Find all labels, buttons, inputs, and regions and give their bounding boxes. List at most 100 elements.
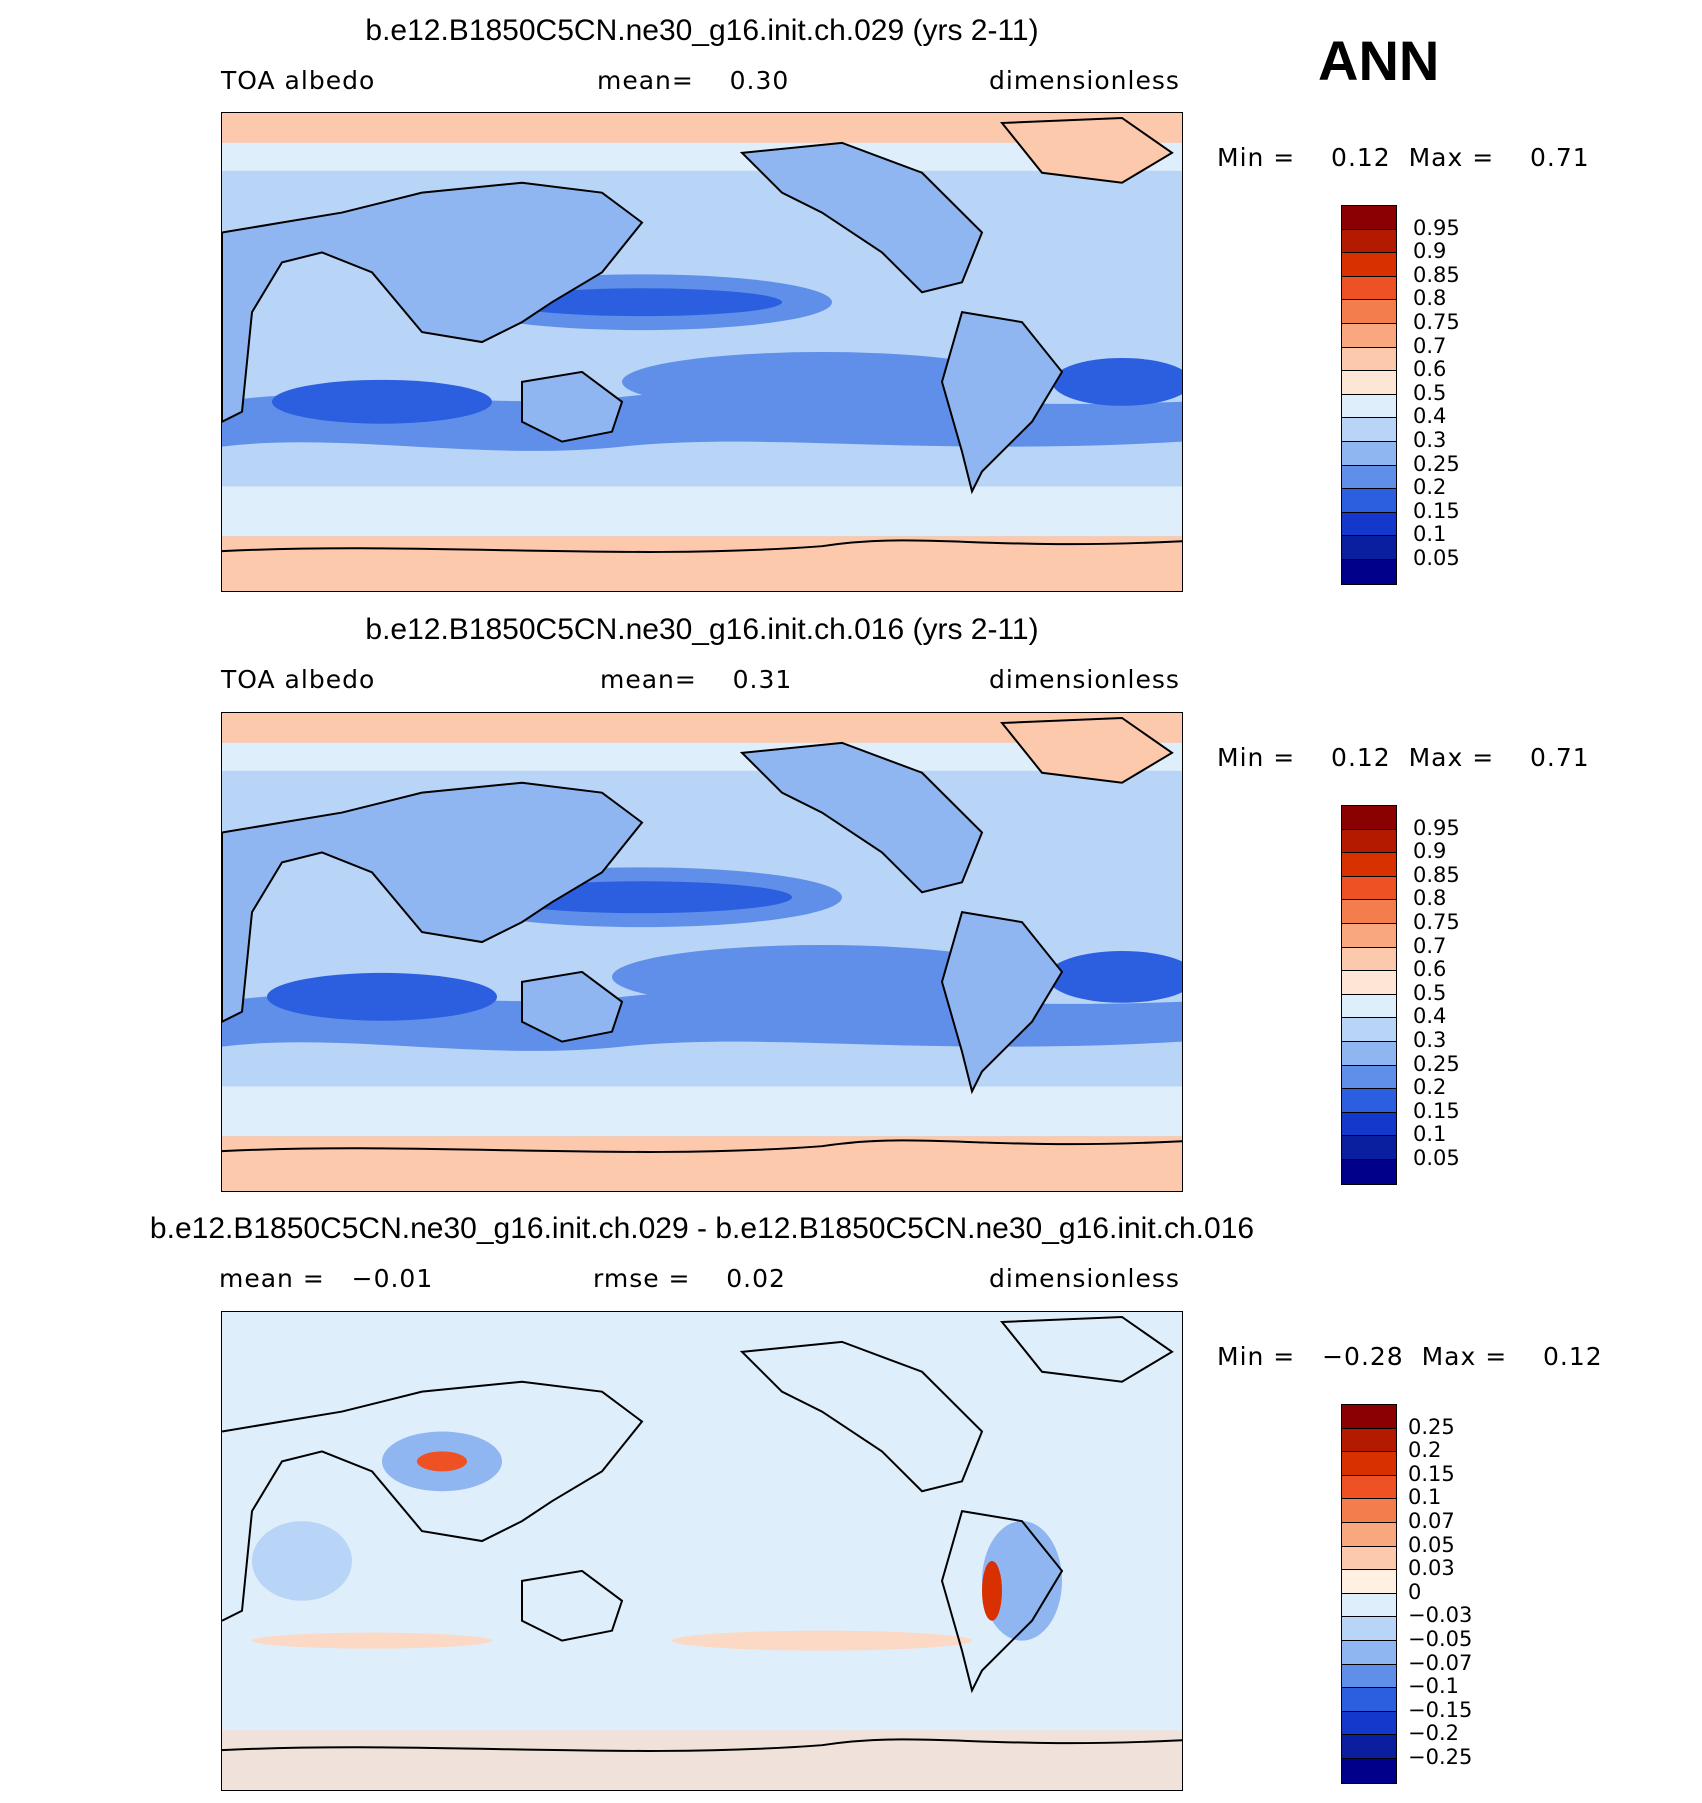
south-america-coast xyxy=(940,1510,1064,1694)
australia-land xyxy=(521,370,624,443)
panel2-minmax: Min = 0.12 Max = 0.71 xyxy=(1217,743,1590,772)
colorbar-swatch xyxy=(1342,512,1396,537)
colorbar-tick-label: 0.4 xyxy=(1413,404,1447,429)
antarctic-band xyxy=(222,536,1182,591)
colorbar-tick-label: 0.1 xyxy=(1413,1122,1447,1147)
colorbar-swatch xyxy=(1342,1664,1396,1689)
colorbar-swatch xyxy=(1342,253,1396,277)
colorbar-tick-label: 0.15 xyxy=(1408,1461,1455,1486)
panel1-units-label: dimensionless xyxy=(989,66,1180,95)
colorbar-swatch xyxy=(1342,1758,1396,1783)
colorbar-swatch xyxy=(1342,1089,1396,1113)
colorbar-swatch xyxy=(1342,1475,1396,1500)
colorbar-tick-label: 0.9 xyxy=(1413,239,1447,264)
colorbar-swatch xyxy=(1342,347,1396,372)
greenland-coast xyxy=(999,1315,1174,1383)
indian-ocean-low xyxy=(267,972,497,1021)
antarctica-coast xyxy=(222,1738,1182,1752)
colorbar-tick-label: 0.05 xyxy=(1413,546,1460,570)
colorbar-swatch xyxy=(1342,371,1396,395)
panel2-map xyxy=(221,712,1183,1192)
colorbar-swatch xyxy=(1342,994,1396,1019)
colorbar-tick-label: 0.1 xyxy=(1413,522,1447,547)
colorbar-swatch xyxy=(1342,1593,1396,1618)
colorbar-tick-label: 0.75 xyxy=(1413,910,1460,934)
colorbar-swatch xyxy=(1342,1018,1396,1042)
south-pacific-low xyxy=(612,945,1032,1009)
colorbar-swatch xyxy=(1342,1546,1396,1571)
colorbar-swatch xyxy=(1342,1065,1396,1090)
antarctic-band xyxy=(222,1136,1182,1191)
colorbar-tick-label: 0.8 xyxy=(1413,886,1447,911)
eurasia-africa-coast xyxy=(222,1380,644,1622)
colorbar-swatch xyxy=(1342,1159,1396,1184)
colorbar-tick-label: 0.3 xyxy=(1413,1028,1447,1052)
panel3-colorbar xyxy=(1341,1404,1397,1784)
antarctica-coast xyxy=(222,539,1182,553)
colorbar-tick-label: 0.2 xyxy=(1413,1075,1447,1100)
colorbar-tick-label: 0.7 xyxy=(1413,333,1447,358)
colorbar-swatch xyxy=(1342,923,1396,948)
panel1-title: b.e12.B1850C5CN.ne30_g16.init.ch.029 (yr… xyxy=(365,14,1039,47)
north-pacific-core xyxy=(502,288,782,317)
panel2-variable-label: TOA albedo xyxy=(221,665,376,694)
colorbar-swatch xyxy=(1342,1452,1396,1476)
colorbar-tick-label: 0.03 xyxy=(1408,1556,1455,1581)
colorbar-tick-label: −0.1 xyxy=(1408,1674,1459,1699)
colorbar-swatch xyxy=(1342,1640,1396,1665)
indian-positive xyxy=(252,1632,492,1649)
south-pacific-low xyxy=(622,352,1022,412)
atlantic-low xyxy=(1052,357,1182,406)
panel3-map-svg xyxy=(222,1312,1182,1790)
panel3-rmse-label: rmse = 0.02 xyxy=(593,1264,786,1293)
subantarctic-band xyxy=(222,1086,1182,1137)
colorbar-tick-label: 0.95 xyxy=(1413,815,1460,840)
north-america-land xyxy=(739,741,984,894)
colorbar-swatch xyxy=(1342,1428,1396,1453)
andes-positive xyxy=(982,1560,1002,1621)
colorbar-tick-label: −0.05 xyxy=(1408,1627,1473,1651)
north-america-land xyxy=(739,141,984,294)
panel1-variable-label: TOA albedo xyxy=(221,66,376,95)
colorbar-tick-label: 0.15 xyxy=(1413,498,1460,523)
colorbar-swatch xyxy=(1342,536,1396,560)
colorbar-swatch xyxy=(1342,1711,1396,1736)
panel3-map xyxy=(221,1311,1183,1791)
colorbar-tick-label: 0.9 xyxy=(1413,839,1447,864)
colorbar-swatch xyxy=(1342,1136,1396,1160)
colorbar-tick-label: −0.2 xyxy=(1408,1721,1459,1746)
greenland-land xyxy=(999,116,1174,184)
panel1-map xyxy=(221,112,1183,592)
panel1-colorbar xyxy=(1341,205,1397,585)
africa-anomaly xyxy=(252,1521,352,1601)
colorbar-swatch xyxy=(1342,489,1396,513)
colorbar-swatch xyxy=(1342,441,1396,466)
colorbar-tick-label: 0.85 xyxy=(1413,862,1460,887)
colorbar-tick-label: 0.5 xyxy=(1413,380,1447,405)
colorbar-tick-label: 0.05 xyxy=(1413,1146,1460,1170)
colorbar-swatch xyxy=(1342,876,1396,901)
colorbar-swatch xyxy=(1342,829,1396,854)
australia-land xyxy=(521,970,624,1043)
colorbar-tick-label: 0.5 xyxy=(1413,980,1447,1005)
atlantic-low xyxy=(1047,951,1182,1003)
colorbar-tick-label: 0 xyxy=(1408,1579,1422,1604)
colorbar-swatch xyxy=(1342,1112,1396,1137)
tibet-positive xyxy=(417,1451,467,1472)
southern-ocean-band xyxy=(222,1041,1182,1087)
colorbar-swatch xyxy=(1342,853,1396,877)
panel1-map-svg xyxy=(222,113,1182,591)
colorbar-tick-label: 0.25 xyxy=(1413,1051,1460,1076)
greenland-land xyxy=(999,716,1174,784)
panel2-mean-label: mean= 0.31 xyxy=(600,665,793,694)
colorbar-swatch xyxy=(1342,559,1396,584)
colorbar-tick-label: −0.07 xyxy=(1408,1650,1473,1675)
colorbar-swatch xyxy=(1342,1041,1396,1066)
colorbar-tick-label: 0.05 xyxy=(1408,1532,1455,1557)
subantarctic-band xyxy=(222,486,1182,537)
panel3-minmax: Min = −0.28 Max = 0.12 xyxy=(1217,1342,1603,1371)
colorbar-tick-label: 0.3 xyxy=(1413,428,1447,452)
colorbar-tick-label: 0.6 xyxy=(1413,357,1447,382)
colorbar-tick-label: 0.75 xyxy=(1413,310,1460,334)
colorbar-tick-label: 0.7 xyxy=(1413,933,1447,958)
